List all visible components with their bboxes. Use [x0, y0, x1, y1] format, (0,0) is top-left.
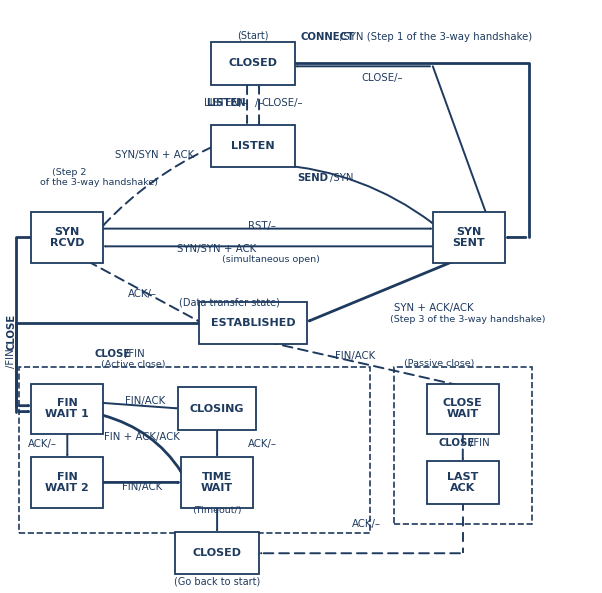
FancyArrowPatch shape: [277, 164, 432, 223]
Text: RST/–: RST/–: [248, 221, 276, 231]
Text: SEND: SEND: [297, 174, 329, 183]
FancyBboxPatch shape: [211, 125, 295, 167]
Text: LAST
ACK: LAST ACK: [447, 471, 479, 493]
FancyArrowPatch shape: [309, 261, 455, 321]
FancyBboxPatch shape: [178, 387, 256, 430]
Text: FIN/ACK: FIN/ACK: [122, 482, 163, 492]
FancyBboxPatch shape: [199, 302, 307, 345]
Text: (Data transfer state): (Data transfer state): [179, 298, 279, 307]
Text: (Step 2: (Step 2: [52, 168, 87, 177]
Text: SYN/SYN + ACK: SYN/SYN + ACK: [114, 150, 194, 160]
FancyBboxPatch shape: [427, 384, 498, 433]
Text: CLOSE: CLOSE: [6, 314, 16, 350]
Text: (Timeout/): (Timeout/): [193, 506, 242, 515]
FancyArrowPatch shape: [88, 262, 198, 321]
Text: CLOSE: CLOSE: [439, 438, 475, 448]
Text: (Start): (Start): [237, 30, 269, 40]
Text: SYN
SENT: SYN SENT: [453, 227, 485, 248]
Text: /FIN: /FIN: [125, 349, 145, 359]
Text: FIN + ACK/ACK: FIN + ACK/ACK: [104, 432, 180, 442]
Text: ACK/–: ACK/–: [128, 289, 157, 298]
Text: (simultaneous open): (simultaneous open): [222, 256, 320, 264]
Text: (Active close): (Active close): [101, 360, 166, 369]
Text: FIN/ACK: FIN/ACK: [125, 396, 166, 406]
Text: (Go back to start): (Go back to start): [174, 576, 260, 586]
Text: SYN/SYN + ACK: SYN/SYN + ACK: [178, 244, 256, 254]
Text: (Passive close): (Passive close): [403, 359, 474, 368]
Text: TIME
WAIT: TIME WAIT: [201, 471, 233, 493]
Text: ACK/–: ACK/–: [352, 519, 382, 529]
Text: /FIN: /FIN: [6, 349, 16, 368]
Text: SYN + ACK/ACK: SYN + ACK/ACK: [394, 303, 474, 313]
Text: CLOSED: CLOSED: [229, 58, 278, 68]
FancyBboxPatch shape: [31, 212, 104, 263]
Text: CLOSE: CLOSE: [95, 349, 131, 359]
Text: of the 3-way handshake): of the 3-way handshake): [40, 178, 158, 187]
Text: LISTEN: LISTEN: [206, 98, 246, 108]
FancyArrowPatch shape: [104, 147, 211, 225]
Text: (Step 3 of the 3-way handshake): (Step 3 of the 3-way handshake): [389, 315, 545, 324]
FancyBboxPatch shape: [175, 532, 259, 575]
Text: LISTEN/–: LISTEN/–: [204, 98, 248, 108]
Text: /SYN: /SYN: [330, 174, 353, 183]
Text: SYN
RCVD: SYN RCVD: [50, 227, 84, 248]
Text: ACK/–: ACK/–: [247, 439, 276, 449]
Text: ESTABLISHED: ESTABLISHED: [211, 318, 296, 328]
FancyArrowPatch shape: [103, 415, 181, 471]
Text: /FIN: /FIN: [470, 438, 490, 448]
Text: CLOSING: CLOSING: [190, 404, 244, 414]
Text: FIN
WAIT 2: FIN WAIT 2: [45, 471, 89, 493]
FancyArrowPatch shape: [103, 403, 176, 409]
Text: ACK/–: ACK/–: [28, 439, 57, 449]
FancyBboxPatch shape: [211, 42, 295, 85]
FancyBboxPatch shape: [181, 457, 253, 508]
Text: /–: /–: [255, 98, 263, 108]
Text: FIN
WAIT 1: FIN WAIT 1: [45, 398, 89, 419]
FancyBboxPatch shape: [433, 212, 504, 263]
Text: FIN/ACK: FIN/ACK: [335, 350, 375, 361]
Text: CLOSED: CLOSED: [193, 549, 241, 558]
FancyBboxPatch shape: [31, 457, 104, 508]
FancyBboxPatch shape: [31, 384, 104, 433]
FancyBboxPatch shape: [427, 461, 498, 503]
FancyArrowPatch shape: [268, 342, 458, 385]
Text: /SYN (Step 1 of the 3-way handshake): /SYN (Step 1 of the 3-way handshake): [340, 32, 532, 42]
Text: CLOSE
WAIT: CLOSE WAIT: [443, 398, 483, 419]
Text: CONNECT: CONNECT: [301, 32, 355, 42]
Text: LISTEN: LISTEN: [231, 141, 275, 151]
Text: CLOSE/–: CLOSE/–: [261, 98, 303, 108]
Text: CLOSE/–: CLOSE/–: [361, 73, 403, 83]
